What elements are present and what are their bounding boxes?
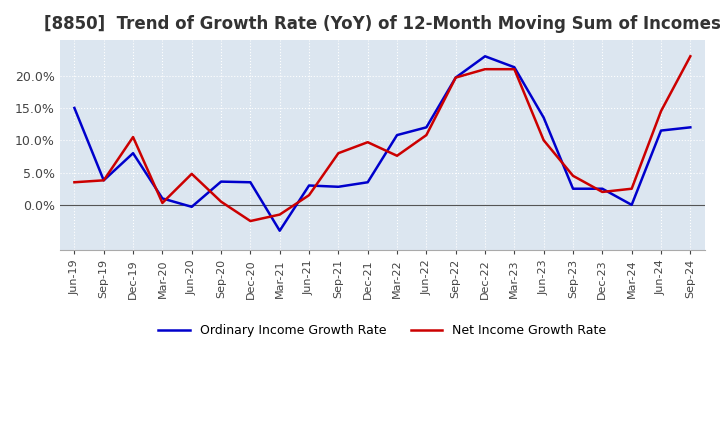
Ordinary Income Growth Rate — [217, 179, 225, 184]
Ordinary Income Growth Rate — [246, 180, 255, 185]
Net Income Growth Rate — [539, 138, 548, 143]
Ordinary Income Growth Rate — [275, 228, 284, 233]
Net Income Growth Rate — [392, 153, 401, 158]
Ordinary Income Growth Rate — [569, 186, 577, 191]
Net Income Growth Rate — [686, 54, 695, 59]
Net Income Growth Rate — [334, 150, 343, 156]
Net Income Growth Rate — [598, 189, 607, 194]
Title: [8850]  Trend of Growth Rate (YoY) of 12-Month Moving Sum of Incomes: [8850] Trend of Growth Rate (YoY) of 12-… — [44, 15, 720, 33]
Ordinary Income Growth Rate — [451, 75, 460, 80]
Net Income Growth Rate — [246, 218, 255, 224]
Ordinary Income Growth Rate — [305, 183, 313, 188]
Net Income Growth Rate — [510, 66, 518, 72]
Ordinary Income Growth Rate — [657, 128, 665, 133]
Net Income Growth Rate — [422, 132, 431, 138]
Net Income Growth Rate — [451, 75, 460, 80]
Ordinary Income Growth Rate — [627, 202, 636, 208]
Line: Net Income Growth Rate: Net Income Growth Rate — [74, 56, 690, 221]
Net Income Growth Rate — [627, 186, 636, 191]
Net Income Growth Rate — [187, 171, 196, 176]
Net Income Growth Rate — [364, 139, 372, 145]
Ordinary Income Growth Rate — [99, 178, 108, 183]
Ordinary Income Growth Rate — [158, 196, 167, 201]
Ordinary Income Growth Rate — [422, 125, 431, 130]
Net Income Growth Rate — [481, 66, 490, 72]
Ordinary Income Growth Rate — [364, 180, 372, 185]
Net Income Growth Rate — [129, 134, 138, 139]
Ordinary Income Growth Rate — [392, 132, 401, 138]
Net Income Growth Rate — [275, 212, 284, 217]
Ordinary Income Growth Rate — [481, 54, 490, 59]
Net Income Growth Rate — [99, 178, 108, 183]
Ordinary Income Growth Rate — [70, 105, 78, 110]
Ordinary Income Growth Rate — [539, 115, 548, 120]
Net Income Growth Rate — [569, 173, 577, 179]
Legend: Ordinary Income Growth Rate, Net Income Growth Rate: Ordinary Income Growth Rate, Net Income … — [153, 319, 611, 342]
Net Income Growth Rate — [158, 200, 167, 205]
Ordinary Income Growth Rate — [686, 125, 695, 130]
Ordinary Income Growth Rate — [334, 184, 343, 190]
Net Income Growth Rate — [305, 193, 313, 198]
Net Income Growth Rate — [217, 199, 225, 204]
Ordinary Income Growth Rate — [129, 150, 138, 156]
Line: Ordinary Income Growth Rate: Ordinary Income Growth Rate — [74, 56, 690, 231]
Ordinary Income Growth Rate — [187, 204, 196, 209]
Ordinary Income Growth Rate — [510, 65, 518, 70]
Net Income Growth Rate — [70, 180, 78, 185]
Net Income Growth Rate — [657, 109, 665, 114]
Ordinary Income Growth Rate — [598, 186, 607, 191]
